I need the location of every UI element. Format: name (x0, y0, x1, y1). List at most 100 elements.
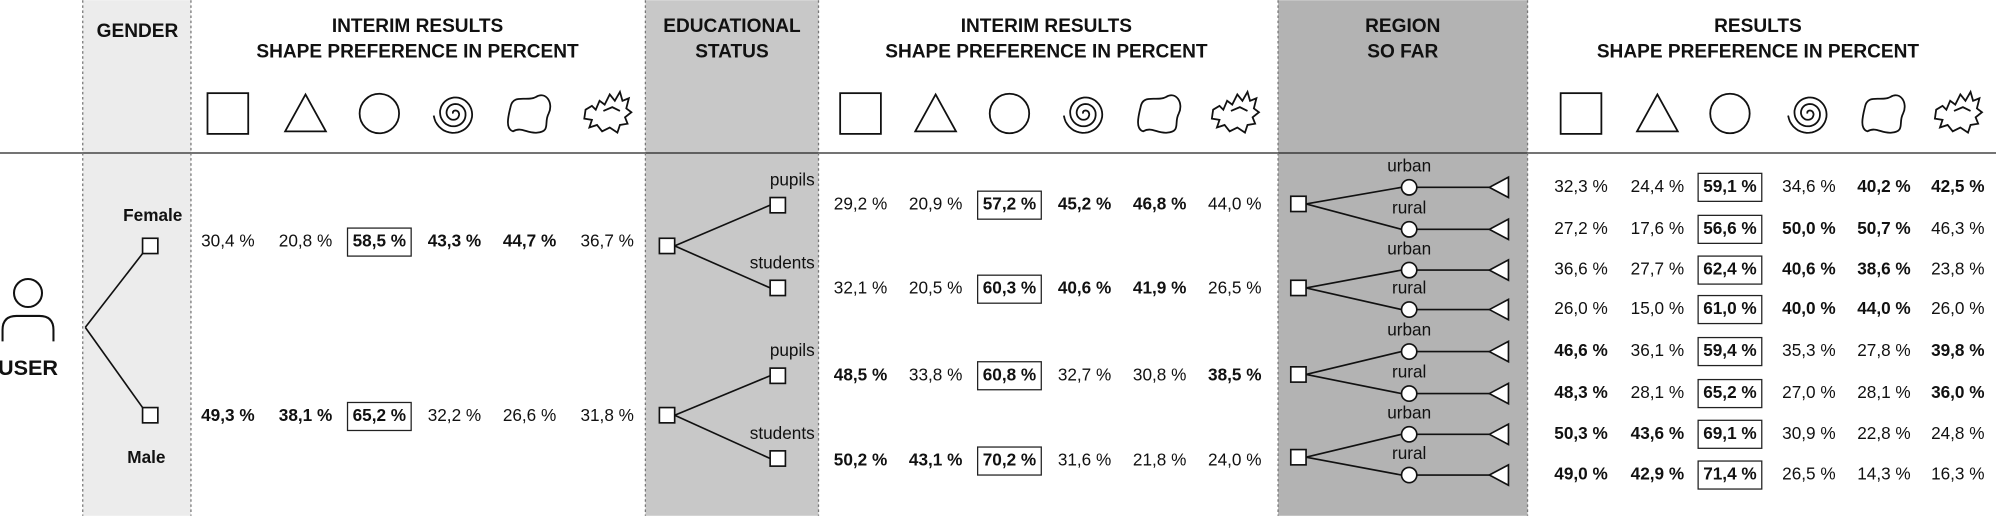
value-cell: 43,6 % (1631, 423, 1684, 443)
tree-edge (1305, 373, 1402, 395)
value-cell: 36,7 % (580, 231, 633, 251)
value-cell: 70,2 % (983, 450, 1036, 470)
education-label: pupils (770, 340, 815, 360)
education-label: students (750, 423, 815, 443)
value-cell: 15,0 % (1631, 298, 1684, 318)
value-cell: 22,8 % (1857, 423, 1910, 443)
value-cell: 56,6 % (1703, 218, 1756, 238)
tree-leaf (1487, 382, 1510, 406)
highlight-box (976, 361, 1042, 391)
value-cell: 49,0 % (1554, 464, 1607, 484)
user-icon (1, 277, 55, 342)
shape-icon (839, 92, 882, 135)
tree-edge (674, 374, 771, 416)
tree-edge (84, 253, 144, 328)
value-cell: 36,0 % (1931, 382, 1984, 402)
value-cell: 44,0 % (1208, 194, 1261, 214)
tree-node (1400, 178, 1418, 196)
value-cell: 28,1 % (1631, 382, 1684, 402)
shape-icon (432, 96, 474, 134)
value-cell: 33,8 % (909, 364, 962, 384)
torn-icon (1933, 89, 1984, 135)
value-cell: 42,9 % (1631, 464, 1684, 484)
region-label: urban (1387, 320, 1431, 340)
spiral-icon (432, 96, 474, 134)
value-cell: 27,0 % (1782, 382, 1835, 402)
value-cell: 31,8 % (580, 405, 633, 425)
value-cell: 36,6 % (1554, 259, 1607, 279)
value-cell: 17,6 % (1631, 218, 1684, 238)
column-header: INTERIM RESULTS (961, 16, 1132, 37)
circle-icon (1709, 92, 1751, 135)
value-cell: 24,0 % (1208, 450, 1261, 470)
shape-icon (1137, 94, 1182, 134)
shape-icon (206, 92, 250, 135)
triangle-icon (283, 92, 328, 133)
tree-node (769, 196, 787, 214)
tree-node (141, 237, 159, 255)
gender-label: Female (123, 205, 182, 225)
tree-node (1400, 301, 1418, 319)
circle-icon (358, 92, 400, 135)
value-cell: 30,8 % (1133, 364, 1186, 384)
value-cell: 40,2 % (1857, 176, 1910, 196)
blob-icon (1861, 94, 1906, 134)
highlight-box (346, 227, 412, 257)
value-cell: 21,8 % (1133, 450, 1186, 470)
column-header: STATUS (695, 41, 768, 62)
value-cell: 32,7 % (1058, 364, 1111, 384)
value-cell: 38,1 % (279, 405, 332, 425)
spiral-icon (1062, 96, 1104, 134)
shape-icon (1861, 94, 1906, 134)
value-cell: 69,1 % (1703, 423, 1756, 443)
shape-icon (1709, 92, 1751, 135)
value-cell: 23,8 % (1931, 259, 1984, 279)
highlight-box (1697, 172, 1763, 202)
shape-icon (507, 94, 552, 134)
shape-icon (283, 92, 328, 133)
value-cell: 24,4 % (1631, 176, 1684, 196)
value-cell: 65,2 % (1703, 382, 1756, 402)
column-header: RESULTS (1714, 16, 1802, 37)
region-label: rural (1392, 443, 1426, 463)
value-cell: 61,0 % (1703, 298, 1756, 318)
highlight-box (1697, 378, 1763, 409)
tree-node (1400, 385, 1418, 403)
column-header: REGION (1365, 16, 1440, 37)
shape-icon (1635, 92, 1680, 133)
value-cell: 57,2 % (983, 194, 1036, 214)
highlight-box (976, 446, 1042, 476)
spiral-icon (1787, 96, 1828, 134)
value-cell: 28,1 % (1857, 382, 1910, 402)
column-header: EDUCATIONAL (663, 16, 801, 37)
tree-leaf (1487, 422, 1510, 446)
value-cell: 50,7 % (1857, 218, 1910, 238)
tree-node (1289, 195, 1307, 213)
column-header: GENDER (97, 21, 179, 42)
shape-icon (1210, 89, 1261, 135)
square-icon (1559, 92, 1603, 135)
value-cell: 45,2 % (1058, 194, 1111, 214)
column-header: SHAPE PREFERENCE IN PERCENT (256, 41, 579, 62)
highlight-box (1697, 336, 1763, 367)
education-label: pupils (770, 170, 815, 190)
value-cell: 65,2 % (353, 405, 406, 425)
value-cell: 26,0 % (1554, 298, 1607, 318)
blob-icon (1137, 94, 1182, 134)
value-cell: 62,4 % (1703, 259, 1756, 279)
region-label: rural (1392, 198, 1426, 218)
tree-edge (1305, 203, 1402, 231)
region-label: urban (1387, 156, 1431, 176)
gender-label: Male (127, 447, 165, 467)
value-cell: 34,6 % (1782, 176, 1835, 196)
tree-edge (1305, 186, 1402, 205)
shape-icon (358, 92, 400, 135)
value-cell: 14,3 % (1857, 464, 1910, 484)
tree-node (1400, 425, 1418, 443)
value-cell: 31,6 % (1058, 450, 1111, 470)
tree-leaf (1487, 175, 1510, 199)
shape-icon (1787, 96, 1828, 134)
highlight-box (346, 401, 412, 432)
